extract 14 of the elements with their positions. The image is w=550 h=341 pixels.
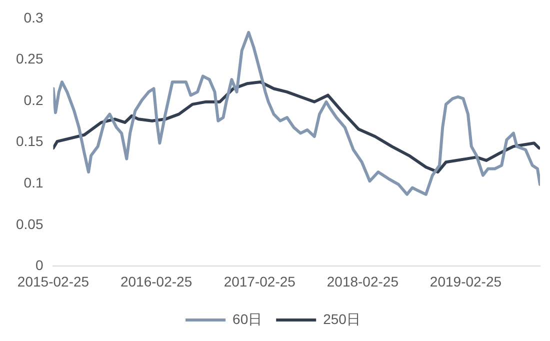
x-tick-label: 2017-02-25 [224,273,296,290]
y-tick-label: 0.15 [16,133,44,150]
y-tick-label: 0.2 [24,92,44,108]
y-tick-label: 0.3 [24,9,44,26]
x-tick-label: 2015-02-25 [17,273,90,290]
legend-label: 60日 [232,310,262,327]
x-tick-label: 2019-02-25 [430,273,502,290]
x-tick-label: 2018-02-25 [326,273,399,290]
y-tick-label: 0.1 [24,174,44,190]
x-tick-label: 2016-02-25 [120,273,192,290]
y-tick-label: 0 [35,257,44,274]
y-tick-label: 0.05 [16,216,44,232]
y-tick-label: 0.25 [16,50,44,67]
legend-label: 250日 [323,310,360,327]
